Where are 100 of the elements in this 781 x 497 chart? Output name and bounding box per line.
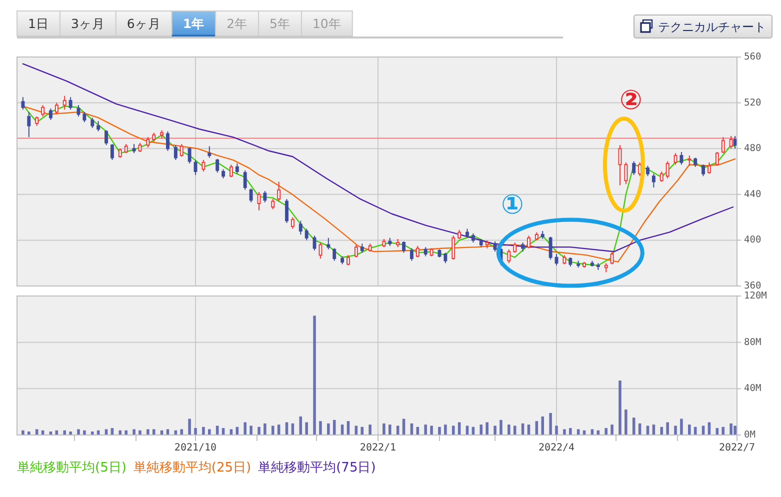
bar (452, 426, 455, 435)
candlestick (652, 173, 656, 188)
candlestick (382, 238, 386, 248)
candlestick (618, 144, 622, 186)
candlestick (257, 192, 261, 211)
candlestick (235, 162, 239, 174)
candlestick (360, 243, 364, 254)
bar (264, 423, 266, 435)
candlestick (471, 232, 475, 243)
candlestick (638, 162, 642, 177)
bar (480, 424, 483, 435)
candlestick (548, 236, 552, 260)
candlestick (76, 104, 80, 118)
bar (244, 422, 246, 435)
bar (124, 430, 128, 435)
bar (319, 421, 322, 435)
y-tick-label: 400 (744, 234, 762, 246)
candlestick (624, 162, 628, 185)
bar (258, 426, 260, 435)
text: 単純移動平均(75日) (258, 460, 376, 476)
y-tick-label: 520 (744, 97, 762, 108)
candlestick (160, 130, 164, 139)
annotation: ② (620, 85, 642, 116)
candlestick (708, 162, 711, 174)
candlestick (424, 246, 428, 257)
candlestick (610, 251, 614, 265)
annotation: ① (500, 189, 524, 220)
candlestick (402, 240, 406, 254)
bar (382, 423, 386, 435)
candlestick (332, 248, 336, 262)
candlestick (54, 102, 58, 115)
candlestick (110, 144, 114, 161)
bar (438, 426, 441, 435)
candlestick (596, 262, 600, 270)
bar (202, 426, 205, 435)
bar (305, 422, 308, 435)
candlestick (222, 168, 226, 179)
candlestick (590, 260, 594, 268)
bar (604, 428, 608, 435)
candlestick (368, 243, 372, 252)
candlestick (540, 230, 544, 240)
bar (618, 380, 622, 435)
bar (555, 426, 558, 435)
candlestick (694, 157, 698, 168)
bar (563, 429, 566, 435)
bar (734, 426, 736, 435)
candlestick (554, 253, 558, 266)
candlestick (513, 242, 517, 254)
candlestick (688, 154, 692, 166)
candlestick (660, 171, 664, 182)
bar (146, 429, 150, 435)
candlestick (243, 170, 247, 190)
bar (508, 424, 510, 435)
candlestick (304, 228, 308, 241)
candlestick (680, 152, 684, 166)
candlestick (632, 160, 636, 176)
x-tick-label: 2021/10 (174, 442, 217, 454)
candlestick (27, 111, 31, 138)
candlestick (41, 104, 45, 118)
bar (688, 424, 691, 435)
bar (569, 428, 572, 435)
candlestick (152, 132, 156, 142)
candlestick (180, 144, 184, 158)
candlestick (507, 248, 511, 264)
candlestick (534, 232, 538, 241)
candlestick (416, 245, 420, 258)
candlestick (188, 146, 192, 164)
candlestick (104, 130, 108, 146)
y-tick-label: 360 (744, 280, 762, 292)
bar (624, 410, 628, 435)
candlestick (118, 148, 122, 158)
candlestick (521, 242, 525, 252)
candlestick (466, 228, 469, 238)
candlestick (318, 242, 322, 260)
candlestick (298, 220, 302, 235)
bar (332, 420, 336, 435)
candlestick (493, 240, 497, 252)
y-tick-label: 40M (744, 383, 762, 394)
text: 10年 (312, 16, 342, 31)
bar (610, 424, 614, 435)
bar (549, 412, 552, 435)
bar (327, 423, 330, 435)
bar (730, 423, 732, 435)
bar (430, 426, 433, 435)
candlestick (721, 136, 725, 154)
bar (660, 426, 664, 435)
candlestick (346, 254, 350, 266)
bar (424, 424, 427, 435)
candlestick (21, 96, 25, 110)
candlestick (458, 229, 462, 240)
bar (152, 429, 156, 435)
candlestick (263, 190, 267, 203)
candlestick (479, 238, 483, 248)
candlestick (410, 248, 414, 262)
candlestick (527, 235, 530, 249)
text: 2年 (226, 16, 248, 31)
x-tick-label: 2022/1 (360, 442, 396, 454)
candlestick (229, 164, 233, 178)
candlestick (96, 120, 100, 132)
bar (90, 432, 94, 435)
